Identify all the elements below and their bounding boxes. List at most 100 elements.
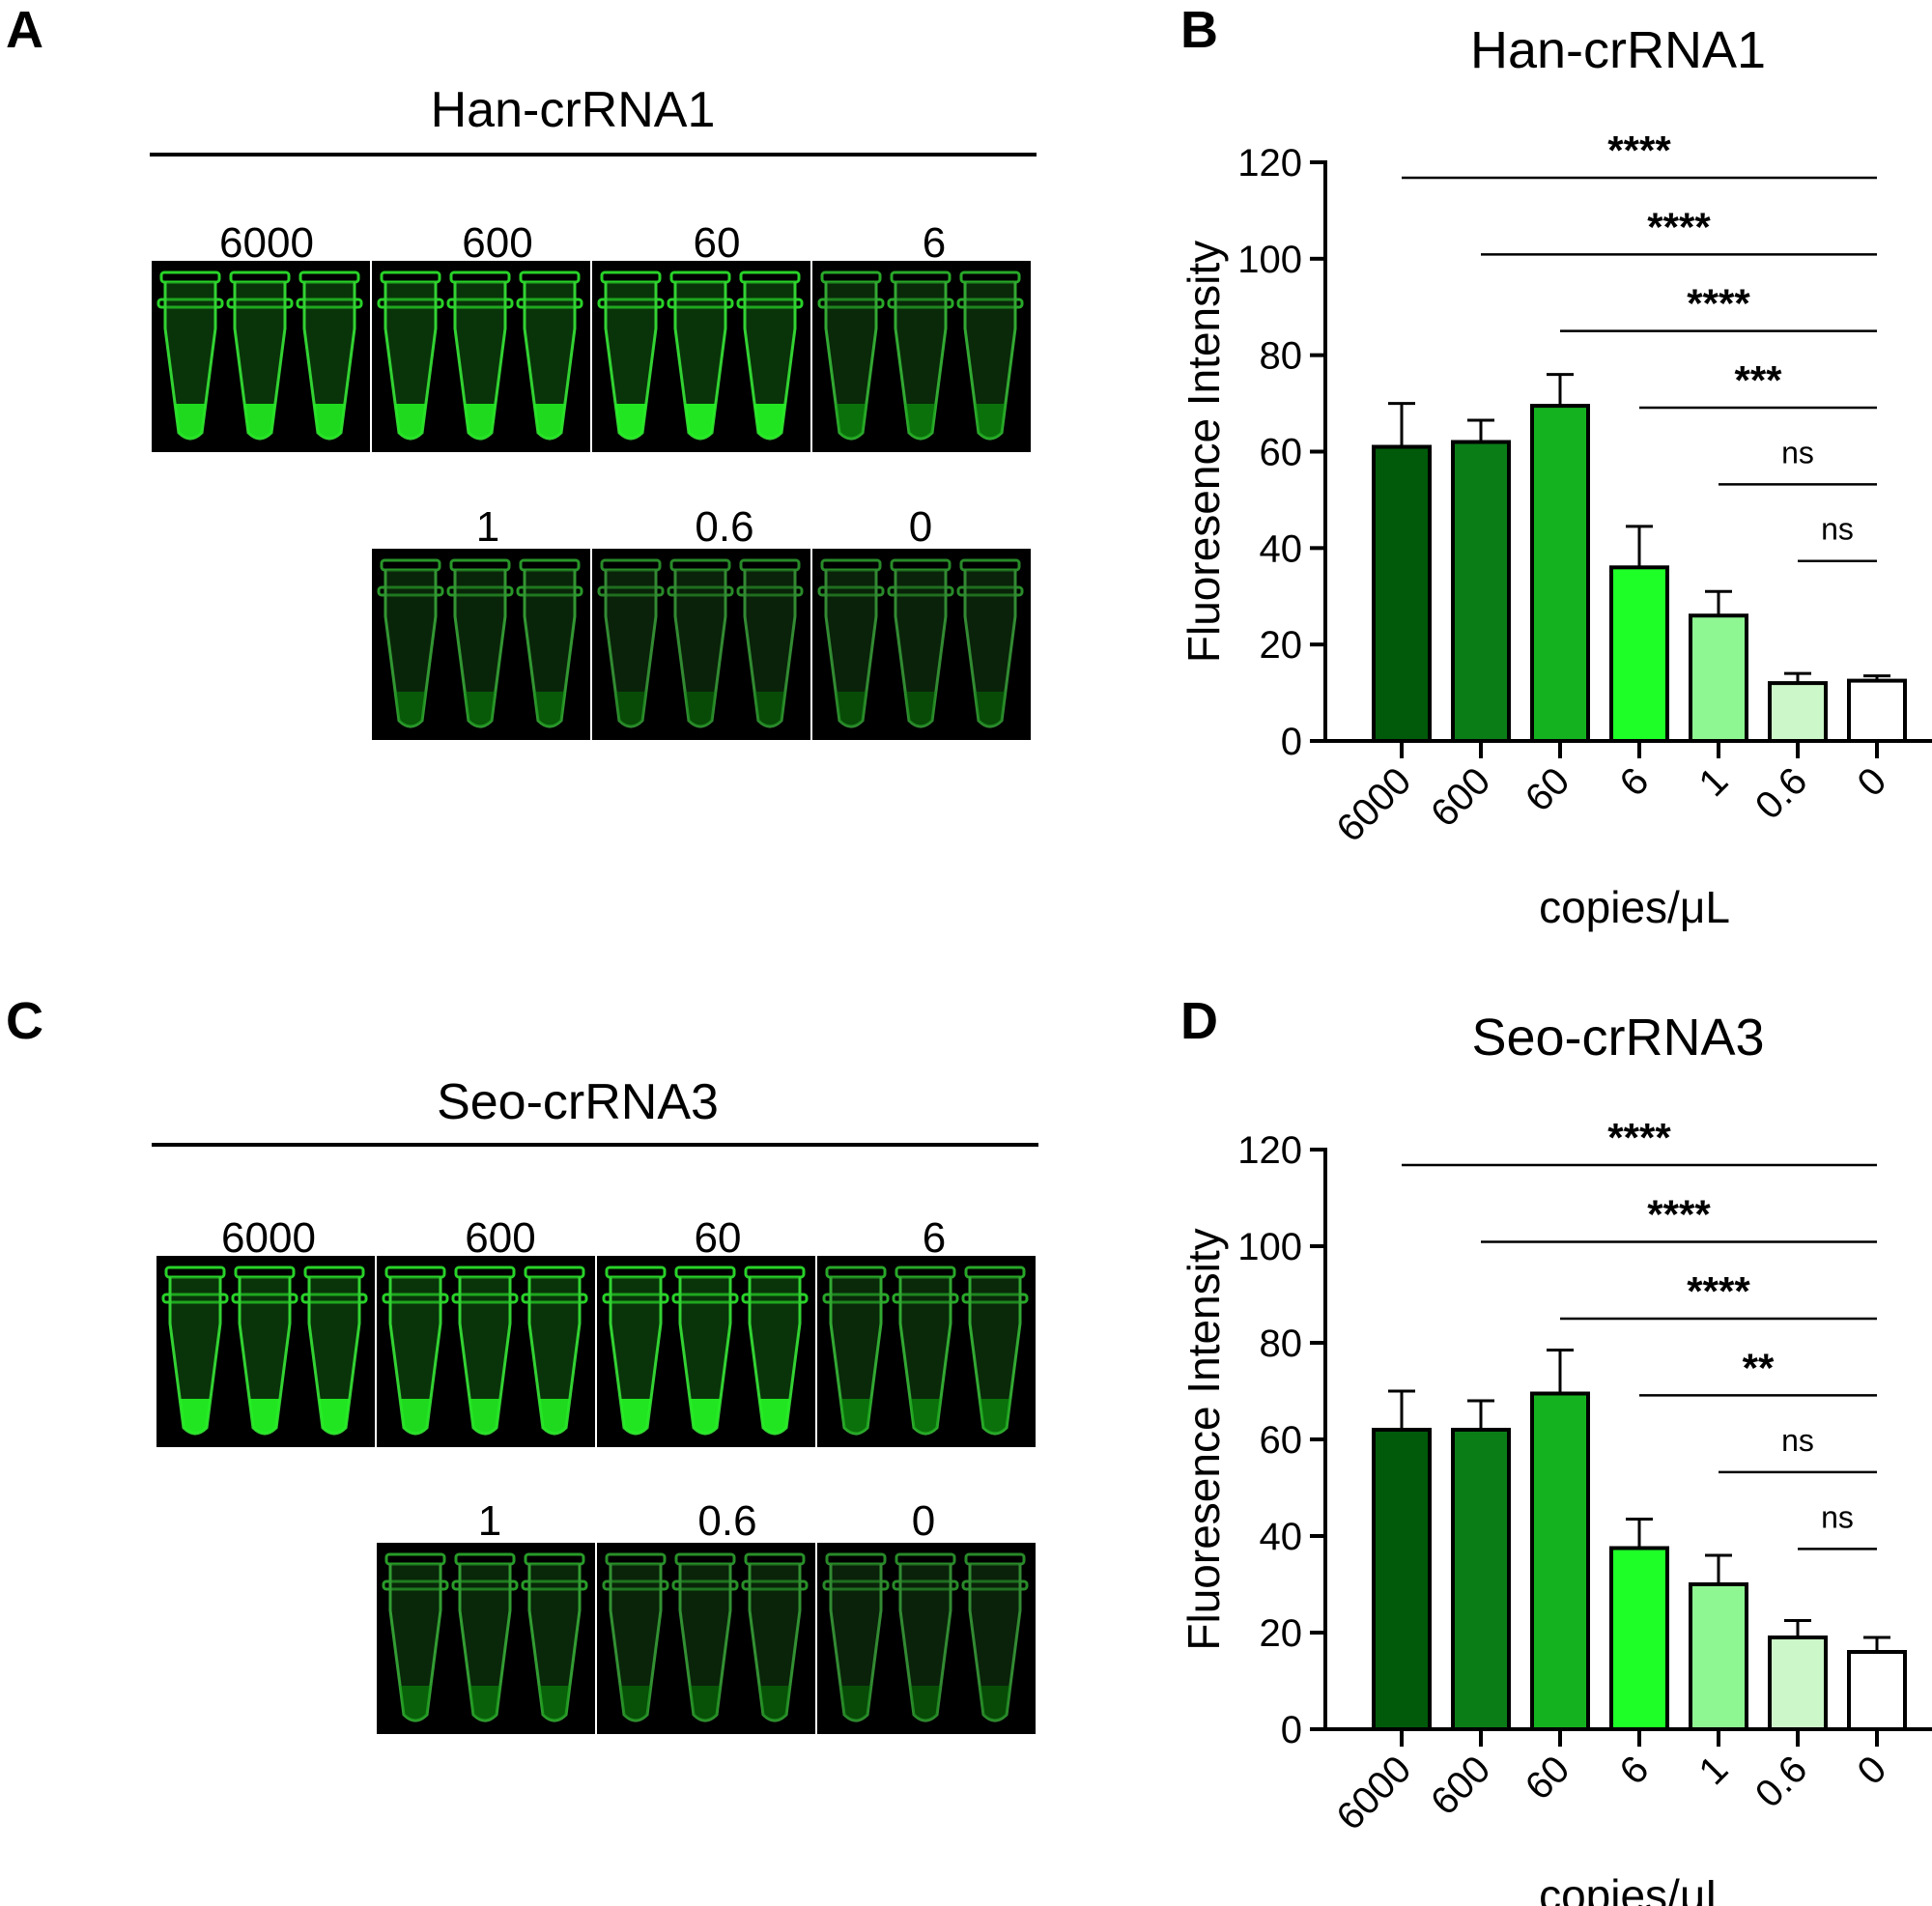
- chart-title: Seo-crRNA3: [1471, 1009, 1764, 1067]
- x-tick-label: 6000: [1328, 1748, 1419, 1838]
- tube-icon: [822, 1266, 890, 1436]
- tube-icon: [446, 270, 514, 441]
- x-tick-label: 6000: [1328, 759, 1419, 850]
- tube-group-label: 6: [922, 219, 947, 267]
- y-tick-label: 100: [1237, 1226, 1302, 1268]
- x-tick-label: 60: [1518, 759, 1578, 820]
- tube-photo: [597, 1256, 817, 1447]
- significance-label: ****: [1647, 204, 1711, 249]
- significance-label: ns: [1821, 512, 1854, 547]
- panel-letter-d: D: [1180, 992, 1218, 1050]
- tube-icon: [956, 558, 1024, 728]
- x-tick-label: 6: [1612, 1748, 1658, 1793]
- tube-group-label: 0.6: [695, 503, 754, 551]
- tube-icon: [961, 1266, 1029, 1436]
- tube-icon: [671, 1266, 739, 1436]
- tube-icon: [597, 270, 665, 441]
- tube-icon: [892, 1552, 959, 1722]
- tube-icon: [602, 1266, 669, 1436]
- tube-icon: [296, 270, 363, 441]
- significance-label: ****: [1687, 1268, 1750, 1314]
- bar: [1689, 613, 1748, 744]
- x-tick-label: 0: [1850, 759, 1895, 805]
- tube-icon: [822, 1552, 890, 1722]
- tube-icon: [671, 1552, 739, 1722]
- x-tick-label: 0.6: [1747, 759, 1815, 827]
- x-axis-label: copies/μL: [1539, 882, 1730, 932]
- tube-icon: [446, 558, 514, 728]
- tube-icon: [451, 1266, 519, 1436]
- photo-title: Seo-crRNA3: [437, 1074, 719, 1130]
- y-tick-label: 60: [1260, 432, 1303, 474]
- bar: [1609, 565, 1669, 743]
- tube-group-label: 600: [465, 1214, 536, 1262]
- tube-icon: [382, 1266, 449, 1436]
- tube-group-label: 0: [911, 1497, 936, 1545]
- significance-label: ***: [1734, 357, 1782, 403]
- bar: [1768, 1636, 1828, 1731]
- tube-icon: [521, 1552, 588, 1722]
- y-tick-label: 120: [1237, 1129, 1302, 1172]
- bar: [1847, 1650, 1907, 1731]
- tube-icon: [741, 1266, 809, 1436]
- tube-icon: [741, 1552, 809, 1722]
- tube-icon: [377, 270, 444, 441]
- bar: [1847, 678, 1907, 744]
- y-tick-label: 40: [1260, 527, 1303, 570]
- tube-photo: [156, 1256, 377, 1447]
- tube-photo: [372, 261, 592, 452]
- tube-group-label: 6000: [221, 1214, 316, 1262]
- tube-icon: [887, 558, 954, 728]
- tube-icon: [667, 558, 734, 728]
- bar: [1530, 1391, 1590, 1731]
- tube-photo: [377, 1543, 597, 1734]
- tube-group-label: 1: [475, 503, 500, 551]
- tube-group-label: 6000: [219, 219, 314, 267]
- tube-icon: [521, 1266, 588, 1436]
- chart-title: Han-crRNA1: [1470, 21, 1766, 79]
- bar: [1451, 440, 1511, 743]
- bar: [1372, 444, 1432, 743]
- y-tick-label: 40: [1260, 1516, 1303, 1558]
- tube-icon: [516, 558, 583, 728]
- tube-photo: [812, 261, 1033, 452]
- tube-group-label: 1: [477, 1497, 502, 1545]
- photo-title-rule: [152, 1143, 1038, 1147]
- x-tick-label: 600: [1423, 759, 1498, 835]
- y-tick-label: 100: [1237, 239, 1302, 281]
- tube-group-label: 60: [694, 1214, 742, 1262]
- x-tick-label: 0.6: [1747, 1748, 1815, 1815]
- bar: [1689, 1582, 1748, 1731]
- tube-icon: [667, 270, 734, 441]
- tube-icon: [226, 270, 294, 441]
- tube-icon: [892, 1266, 959, 1436]
- bar: [1609, 1546, 1669, 1731]
- x-tick-label: 1: [1691, 1748, 1737, 1793]
- tube-icon: [817, 270, 885, 441]
- tube-icon: [382, 1552, 449, 1722]
- bar: [1768, 681, 1828, 743]
- tube-icon: [300, 1266, 368, 1436]
- x-tick-label: 600: [1423, 1748, 1498, 1823]
- y-axis-label: Fluoresence Intensity: [1179, 241, 1229, 663]
- x-tick-label: 1: [1691, 759, 1737, 805]
- significance-label: **: [1743, 1345, 1775, 1390]
- significance-label: ns: [1781, 435, 1814, 469]
- tube-icon: [887, 270, 954, 441]
- bar: [1372, 1428, 1432, 1731]
- y-tick-label: 20: [1260, 624, 1303, 667]
- panel-letter-b: B: [1180, 1, 1218, 59]
- y-tick-label: 80: [1260, 1323, 1303, 1365]
- y-tick-label: 80: [1260, 335, 1303, 378]
- tube-group-label: 0: [908, 503, 933, 551]
- tube-group-label: 600: [462, 219, 533, 267]
- tube-icon: [597, 558, 665, 728]
- tube-icon: [161, 1266, 229, 1436]
- panel-letter-c: C: [6, 992, 43, 1050]
- significance-label: ****: [1687, 281, 1750, 327]
- photo-title-rule: [150, 153, 1037, 156]
- x-tick-label: 60: [1518, 1748, 1578, 1808]
- significance-label: ****: [1647, 1191, 1711, 1237]
